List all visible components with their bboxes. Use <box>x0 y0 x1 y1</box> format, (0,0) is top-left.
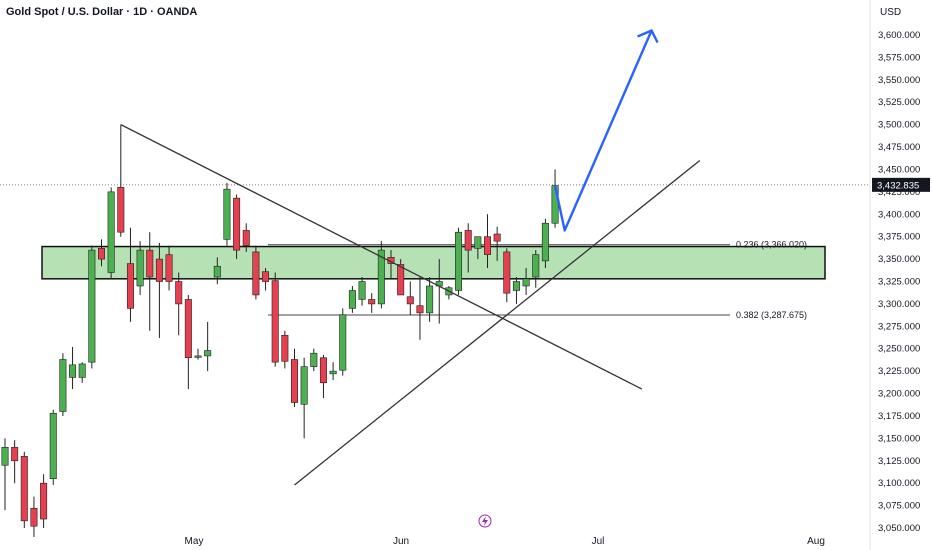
current-price-badge <box>872 177 930 192</box>
candle-up <box>194 355 202 358</box>
candle-down <box>368 299 376 305</box>
candle-up <box>358 281 366 300</box>
y-tick-label: 3,600.000 <box>878 30 920 41</box>
fib-level-label: 0.382 (3,287.675) <box>736 310 807 320</box>
candle-down <box>464 230 472 251</box>
y-tick-label: 3,250.000 <box>878 344 920 355</box>
candle-up <box>300 366 308 405</box>
candle-down <box>126 263 134 309</box>
candle-down <box>281 334 289 362</box>
fib-level-label: 0.236 (3,366.020) <box>736 240 807 250</box>
candle-down <box>416 305 424 314</box>
candle-up <box>512 281 520 291</box>
projection-arrowhead <box>637 28 659 44</box>
candle-down <box>290 359 298 403</box>
y-tick-label: 3,550.000 <box>878 75 920 86</box>
candle-up <box>541 222 549 262</box>
candle-up <box>377 249 385 305</box>
y-tick-label: 3,275.000 <box>878 321 920 332</box>
candle-up <box>532 254 540 278</box>
candle-up <box>204 350 212 357</box>
y-tick-label: 3,350.000 <box>878 254 920 265</box>
currency-label: USD <box>880 7 902 18</box>
candle-down <box>397 264 405 296</box>
candle-up <box>107 191 115 273</box>
trendline-descending <box>120 124 643 390</box>
candle-down <box>117 187 125 233</box>
candle-down <box>98 248 106 260</box>
candle-down <box>20 455 28 522</box>
y-tick-label: 3,575.000 <box>878 52 920 63</box>
candle-down <box>503 251 511 294</box>
candle-up <box>88 249 96 363</box>
candle-down <box>11 447 19 462</box>
candle-up <box>455 231 463 291</box>
y-tick-label: 3,400.000 <box>878 209 920 220</box>
candle-up <box>136 249 144 287</box>
candle-up <box>49 412 57 479</box>
candle-up <box>1 447 9 466</box>
y-tick-label: 3,500.000 <box>878 120 920 131</box>
chart-title: Gold Spot / U.S. Dollar · 1D · OANDA <box>6 6 198 18</box>
y-tick-label: 3,375.000 <box>878 232 920 243</box>
candle-down <box>483 236 491 255</box>
y-tick-label: 3,525.000 <box>878 97 920 108</box>
candle-up <box>310 352 318 367</box>
lightning-icon-glyph <box>482 516 488 526</box>
candle-down <box>146 249 154 278</box>
candle-down <box>252 251 260 296</box>
y-tick-label: 3,425.000 <box>878 187 920 198</box>
y-tick-label: 3,225.000 <box>878 366 920 377</box>
candle-up <box>339 314 347 371</box>
candle-down <box>155 258 163 282</box>
candle-down <box>493 233 501 242</box>
y-tick-label: 3,150.000 <box>878 433 920 444</box>
candle-down <box>30 507 38 527</box>
candle-up <box>474 236 482 249</box>
candle-up <box>348 290 356 309</box>
current-price-label: 3,432.835 <box>877 180 919 191</box>
candle-down <box>319 357 327 384</box>
candle-down <box>406 296 414 305</box>
candle-up <box>78 363 86 378</box>
candle-down <box>242 230 250 246</box>
x-tick-label: Jul <box>592 536 605 547</box>
y-tick-label: 3,325.000 <box>878 277 920 288</box>
candle-down <box>271 280 279 363</box>
x-tick-label: May <box>185 536 204 547</box>
candle-up <box>69 364 77 378</box>
y-tick-label: 3,450.000 <box>878 164 920 175</box>
y-tick-label: 3,200.000 <box>878 389 920 400</box>
candle-up <box>522 278 530 287</box>
projection-arrow <box>553 30 653 232</box>
y-tick-label: 3,125.000 <box>878 456 920 467</box>
y-tick-label: 3,100.000 <box>878 478 920 489</box>
candle-up <box>426 285 434 314</box>
x-tick-label: Jun <box>393 536 409 547</box>
candle-up <box>59 359 67 412</box>
y-tick-label: 3,050.000 <box>878 523 920 534</box>
candle-up <box>213 265 221 278</box>
candle-down <box>233 197 241 251</box>
lightning-icon <box>478 514 492 528</box>
candle-up <box>223 188 231 240</box>
y-tick-label: 3,075.000 <box>878 501 920 512</box>
y-tick-label: 3,175.000 <box>878 411 920 422</box>
candle-down <box>262 271 270 282</box>
candle-down <box>40 482 48 520</box>
candle-down <box>165 254 173 282</box>
trendline-ascending <box>294 159 701 486</box>
candle-down <box>175 281 183 305</box>
candle-up <box>329 370 337 375</box>
y-tick-label: 3,475.000 <box>878 142 920 153</box>
x-tick-label: Aug <box>807 536 825 547</box>
y-tick-label: 3,300.000 <box>878 299 920 310</box>
candle-down <box>184 299 192 358</box>
